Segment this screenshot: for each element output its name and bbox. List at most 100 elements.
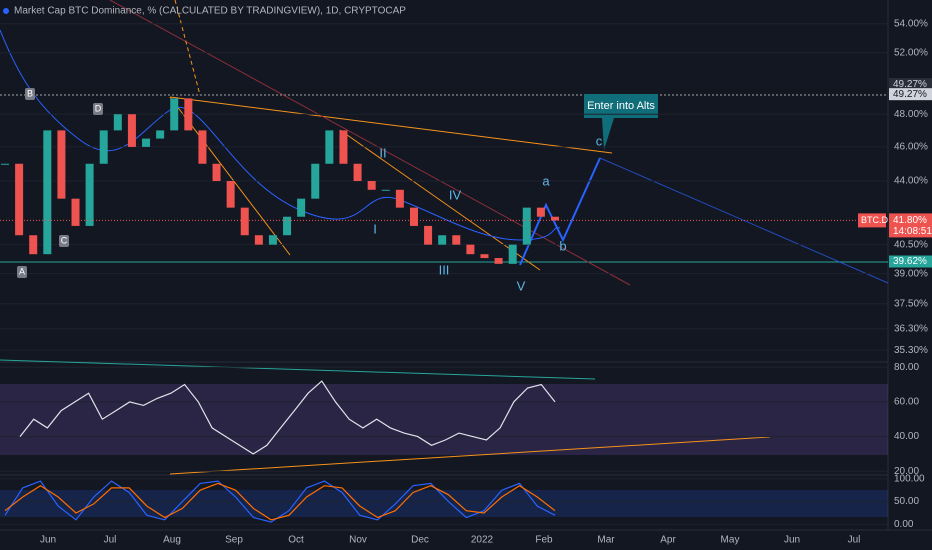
status-dot <box>3 8 9 14</box>
y-tick-label: 39.00% <box>894 268 928 279</box>
candle <box>409 207 418 226</box>
rsi-band <box>0 384 888 455</box>
candle <box>212 163 221 182</box>
price-label: 49.27% <box>893 79 927 90</box>
candle <box>198 130 207 164</box>
wave-label-box <box>25 88 35 100</box>
x-tick-label: Sep <box>225 535 243 546</box>
y-tick-label: 50.00 <box>894 496 919 507</box>
countdown: 14:08:51 <box>893 226 932 237</box>
callout-text: Enter into Alts <box>587 100 655 112</box>
trend-line <box>0 359 596 380</box>
trend-line <box>169 96 613 154</box>
wave-label: IV <box>449 187 462 202</box>
x-tick-label: Aug <box>163 535 181 546</box>
wave-label: b <box>559 238 566 253</box>
trend-line <box>339 129 541 271</box>
wave-label: II <box>379 145 386 160</box>
candle <box>283 216 292 236</box>
candle <box>494 258 503 264</box>
wave-label: c <box>596 133 603 148</box>
candle <box>170 98 179 131</box>
candle <box>15 163 24 236</box>
candle <box>156 130 165 139</box>
y-tick-label: 44.00% <box>894 176 928 187</box>
wave-label-box <box>59 235 69 247</box>
candle <box>127 114 136 147</box>
last-price-box <box>889 213 932 238</box>
candle <box>551 216 559 221</box>
stoch-band <box>0 490 888 517</box>
y-tick-label: 40.00 <box>894 431 919 442</box>
trend-line <box>174 0 201 96</box>
x-tick-label: Jun <box>784 535 800 546</box>
candle <box>240 207 249 236</box>
x-tick-label: Apr <box>660 535 676 546</box>
candle <box>142 138 151 147</box>
callout-box <box>584 94 658 150</box>
y-tick-label: 37.50% <box>894 298 928 309</box>
y-tick-label: 35.30% <box>894 345 928 356</box>
candle <box>480 254 489 259</box>
x-tick-label: Feb <box>535 535 553 546</box>
price-label-box <box>889 255 932 268</box>
candle <box>339 130 348 164</box>
wave-label: a <box>542 173 550 188</box>
candle <box>184 98 193 131</box>
candle <box>99 130 108 164</box>
wave-label: A <box>19 266 25 276</box>
candle <box>268 235 277 245</box>
x-tick-label: Jun <box>40 535 56 546</box>
y-tick-label: 46.00% <box>894 142 928 153</box>
price-label: 49.27% <box>893 89 927 100</box>
price-label: 39.62% <box>893 256 927 267</box>
x-tick-label: 2022 <box>471 535 494 546</box>
candle <box>452 235 461 245</box>
last-price-symbol: BTC.D <box>861 215 889 225</box>
candle <box>424 225 433 245</box>
candle <box>71 198 80 226</box>
indicator-line <box>19 380 556 455</box>
x-tick-label: Oct <box>288 535 304 546</box>
y-tick-label: 60.00 <box>894 397 919 408</box>
last-price-label: 41.80% <box>893 215 927 226</box>
x-tick-label: Dec <box>411 535 429 546</box>
y-tick-label: 36.30% <box>894 323 928 334</box>
candle <box>522 207 531 245</box>
candle <box>254 235 263 245</box>
projection-path <box>519 157 601 266</box>
wave-label-box <box>17 266 27 278</box>
candle <box>297 198 306 217</box>
candle <box>438 235 447 245</box>
price-label-box <box>889 78 932 91</box>
x-tick-label: Jul <box>848 535 861 546</box>
candle <box>536 207 545 217</box>
candle <box>29 235 38 255</box>
candle <box>466 244 475 255</box>
candle <box>325 130 334 164</box>
candle <box>353 163 362 182</box>
price-label-box <box>889 88 932 101</box>
indicator-line <box>4 482 556 521</box>
x-tick-label: Jul <box>104 535 117 546</box>
candle <box>1 163 9 165</box>
x-tick-label: Nov <box>349 535 367 546</box>
x-tick-label: May <box>721 535 740 546</box>
candle <box>395 189 404 208</box>
candle <box>367 181 376 190</box>
candle <box>311 163 320 199</box>
candle <box>43 130 52 255</box>
wave-label: III <box>439 262 450 277</box>
candle <box>381 189 390 191</box>
y-tick-label: 40.50% <box>894 239 928 250</box>
moving-average <box>0 29 561 241</box>
wave-label: B <box>27 88 33 98</box>
candle <box>508 244 517 264</box>
candle <box>57 130 66 199</box>
indicator-line <box>4 480 556 523</box>
wave-label: D <box>95 103 102 113</box>
y-tick-label: 48.00% <box>894 109 928 120</box>
y-tick-label: 54.00% <box>894 18 928 29</box>
